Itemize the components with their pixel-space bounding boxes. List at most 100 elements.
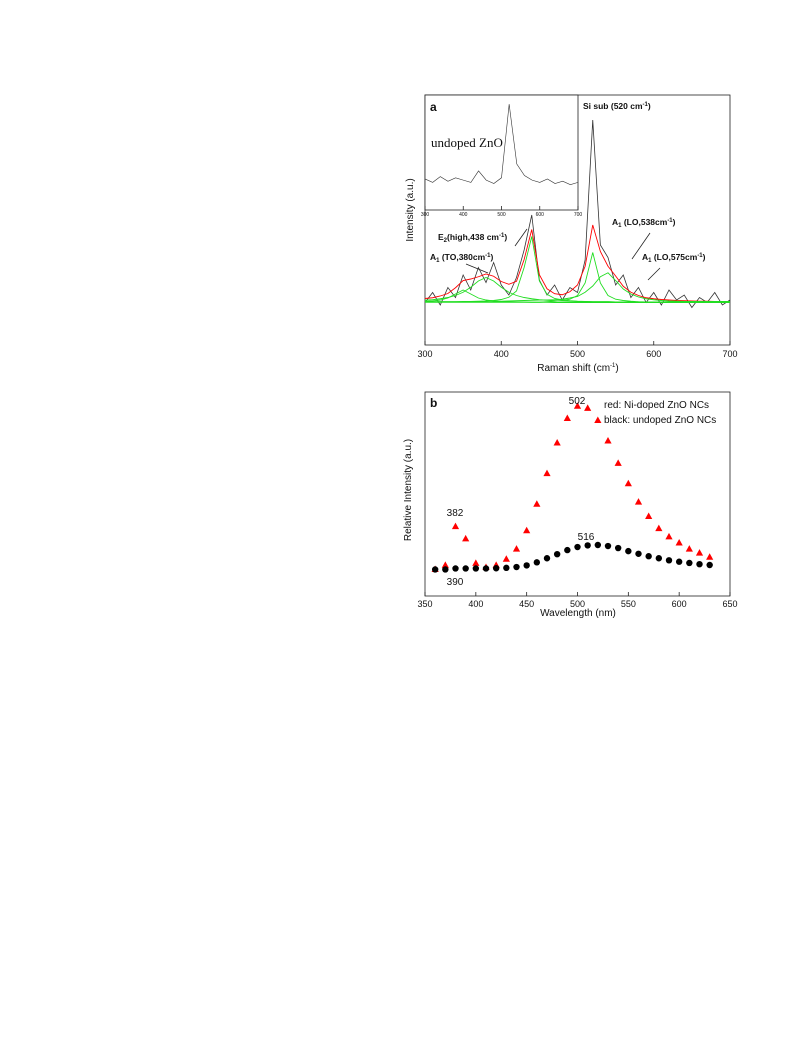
marker (584, 542, 591, 549)
annotation-sup: -1 (499, 233, 505, 239)
annotation-part: Si sub (520 cm (583, 101, 643, 111)
y-axis-title: Relative Intensity (a.u.) (403, 439, 414, 541)
annotation: Si sub (520 cm-1) (583, 101, 651, 111)
title-part: ) (615, 363, 618, 374)
marker (665, 532, 673, 540)
x-tick-label: 350 (417, 599, 432, 609)
x-tick-label: 500 (497, 212, 506, 218)
annotation: A1 (LO,575cm-1) (642, 252, 706, 264)
marker (665, 557, 673, 564)
annotation-sup: -1 (667, 218, 673, 224)
marker (634, 498, 643, 505)
marker (635, 550, 642, 557)
marker (625, 547, 632, 555)
marker (614, 544, 622, 552)
x-tick-label: 600 (672, 599, 687, 609)
x-tick-label: 400 (494, 349, 509, 359)
marker (574, 543, 581, 551)
annotation-part: ) (504, 232, 507, 242)
marker (523, 562, 530, 569)
marker (472, 565, 480, 572)
x-tick-label: 450 (519, 599, 534, 609)
annotation: A1 (LO,538cm-1) (612, 217, 676, 229)
marker (573, 402, 582, 409)
marker (543, 469, 551, 477)
arrow (465, 263, 489, 274)
x-tick-label: 550 (621, 599, 636, 609)
annotation-sup: -1 (485, 253, 491, 259)
marker (543, 555, 551, 562)
annotation-part: A (430, 252, 436, 262)
data-line (424, 224, 731, 303)
marker (503, 564, 510, 572)
x-tick-label: 300 (417, 349, 432, 359)
annotation-part: (LO,575cm (651, 252, 697, 262)
annotation-sub: 1 (648, 258, 652, 264)
marker (553, 439, 561, 446)
marker (452, 565, 459, 572)
annotation-part: A (612, 217, 618, 227)
annotation-sup: -1 (697, 253, 703, 259)
marker (512, 545, 521, 552)
annotation-part: ) (703, 252, 706, 262)
marker (441, 561, 449, 568)
panel-label: a (430, 100, 437, 114)
arrow (631, 232, 651, 260)
data-line (425, 252, 730, 303)
marker (685, 545, 693, 552)
marker (696, 560, 703, 568)
x-tick-label: 600 (646, 349, 661, 359)
data-line (424, 104, 579, 186)
annotation-part: E (438, 232, 444, 242)
marker (492, 565, 500, 572)
annotation: 390 (447, 577, 464, 588)
marker (431, 566, 439, 573)
marker (645, 512, 653, 519)
chart: 350 400 450 500 550 600 650 (417, 391, 738, 609)
x-tick-label: 600 (536, 212, 545, 218)
marker (451, 522, 460, 530)
inset-label: undoped ZnO (431, 135, 503, 150)
title-part: Raman shift (cm (537, 363, 610, 374)
annotation: 382 (447, 508, 464, 519)
marker (686, 559, 693, 567)
marker (695, 549, 704, 556)
marker (553, 550, 561, 558)
arrow (647, 267, 661, 281)
marker (675, 558, 683, 565)
data-line (424, 119, 731, 309)
x-tick-label: 700 (574, 212, 583, 218)
annotation: 502 (569, 396, 586, 407)
marker (564, 546, 571, 554)
annotation-part: (TO,380cm (439, 252, 485, 262)
annotation-part: ) (491, 252, 494, 262)
x-tick-label: 700 (722, 349, 737, 359)
x-axis-title: Wavelength (nm) (540, 608, 616, 619)
marker (594, 416, 602, 424)
annotation-sub: 1 (618, 223, 622, 229)
marker (482, 565, 490, 572)
x-tick-label: 300 (421, 212, 430, 218)
marker (442, 566, 449, 573)
marker (472, 559, 480, 566)
annotation: E2(high,438 cm-1) (438, 232, 507, 244)
x-tick-label: 650 (722, 599, 737, 609)
marker (513, 563, 520, 571)
x-tick-label: 400 (459, 212, 468, 218)
marker (604, 542, 612, 550)
marker (645, 553, 652, 560)
annotation-sub: 2 (444, 238, 448, 244)
arrow (514, 228, 528, 247)
annotation-part: ) (673, 217, 676, 227)
y-axis-title: Intensity (a.u.) (405, 178, 416, 241)
x-tick-label: 500 (570, 599, 585, 609)
marker (594, 541, 602, 549)
marker (563, 414, 571, 422)
data-line (425, 272, 730, 303)
chart: 300 400 500 600 700 (421, 94, 583, 218)
marker (462, 534, 470, 542)
annotation-part: (LO,538cm (621, 217, 667, 227)
annotation-sub: 1 (436, 258, 440, 264)
